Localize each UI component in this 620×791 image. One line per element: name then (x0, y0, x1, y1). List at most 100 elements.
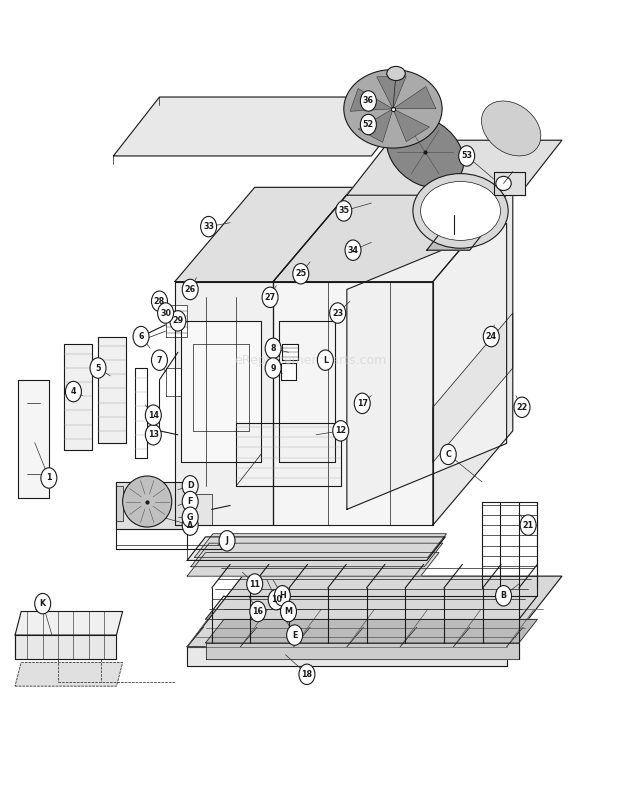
Polygon shape (113, 97, 417, 156)
Circle shape (440, 445, 456, 464)
Circle shape (333, 421, 348, 441)
Circle shape (299, 664, 315, 684)
Ellipse shape (123, 476, 172, 527)
Text: 36: 36 (363, 97, 374, 105)
Text: 34: 34 (348, 246, 358, 255)
Circle shape (265, 358, 281, 378)
Circle shape (182, 491, 198, 512)
Text: 30: 30 (160, 308, 171, 317)
Text: J: J (226, 536, 229, 545)
Text: M: M (285, 607, 293, 616)
Text: 5: 5 (95, 364, 101, 373)
Polygon shape (187, 647, 507, 667)
Text: 21: 21 (523, 520, 534, 530)
Polygon shape (98, 337, 126, 443)
Text: 6: 6 (138, 332, 144, 341)
Text: C: C (445, 450, 451, 459)
Polygon shape (175, 187, 353, 282)
Circle shape (286, 625, 303, 645)
Polygon shape (135, 368, 147, 458)
Polygon shape (427, 234, 482, 250)
Polygon shape (175, 282, 273, 525)
Ellipse shape (496, 176, 511, 191)
Circle shape (90, 358, 106, 378)
Polygon shape (279, 321, 335, 462)
Text: 11: 11 (249, 580, 260, 589)
Circle shape (151, 350, 167, 370)
Polygon shape (64, 344, 92, 451)
Circle shape (182, 515, 198, 536)
Polygon shape (393, 109, 430, 142)
Circle shape (145, 405, 161, 426)
Polygon shape (377, 76, 406, 109)
Polygon shape (358, 109, 393, 142)
Text: 24: 24 (485, 332, 497, 341)
Polygon shape (273, 282, 433, 525)
Polygon shape (18, 380, 49, 498)
Circle shape (336, 201, 352, 221)
Text: 53: 53 (461, 151, 472, 161)
Circle shape (157, 303, 174, 324)
Text: H: H (279, 592, 286, 600)
Text: 52: 52 (363, 120, 374, 129)
Circle shape (133, 327, 149, 346)
Polygon shape (494, 172, 525, 195)
Circle shape (317, 350, 334, 370)
Text: 9: 9 (270, 364, 276, 373)
Text: 10: 10 (271, 595, 281, 604)
Text: 16: 16 (252, 607, 264, 616)
Polygon shape (117, 486, 123, 521)
Ellipse shape (387, 66, 405, 81)
Text: 7: 7 (157, 356, 162, 365)
Polygon shape (191, 543, 443, 566)
Circle shape (170, 311, 186, 331)
Polygon shape (273, 187, 513, 282)
Polygon shape (187, 537, 445, 561)
Polygon shape (206, 643, 519, 659)
Text: 25: 25 (295, 269, 306, 278)
Circle shape (330, 303, 345, 324)
Polygon shape (433, 187, 513, 525)
Ellipse shape (344, 70, 442, 148)
Circle shape (250, 601, 266, 622)
Text: 17: 17 (356, 399, 368, 408)
Polygon shape (166, 368, 181, 396)
Circle shape (280, 601, 296, 622)
Circle shape (41, 467, 57, 488)
Circle shape (265, 339, 281, 358)
Polygon shape (15, 663, 123, 686)
Ellipse shape (420, 181, 500, 240)
Circle shape (201, 217, 216, 237)
Text: 29: 29 (172, 316, 184, 325)
Text: 35: 35 (339, 206, 349, 215)
Circle shape (520, 515, 536, 536)
Circle shape (495, 585, 512, 606)
Text: 1: 1 (46, 474, 51, 483)
Circle shape (182, 475, 198, 496)
Text: 8: 8 (270, 344, 276, 353)
Text: 27: 27 (265, 293, 276, 302)
Text: 13: 13 (148, 430, 159, 439)
Circle shape (151, 291, 167, 312)
Ellipse shape (482, 101, 541, 156)
Polygon shape (206, 619, 538, 643)
Text: A: A (187, 520, 193, 530)
Circle shape (262, 287, 278, 308)
Circle shape (268, 589, 284, 610)
Polygon shape (282, 344, 298, 360)
Text: L: L (323, 356, 328, 365)
Polygon shape (117, 482, 187, 529)
Polygon shape (433, 313, 513, 462)
Polygon shape (15, 611, 123, 635)
Polygon shape (187, 576, 562, 647)
Text: 18: 18 (301, 670, 312, 679)
Text: 12: 12 (335, 426, 347, 435)
Text: 4: 4 (71, 387, 76, 396)
Polygon shape (347, 224, 507, 509)
Circle shape (182, 279, 198, 300)
Circle shape (66, 381, 81, 402)
Text: F: F (187, 497, 193, 506)
Circle shape (35, 593, 51, 614)
Text: 28: 28 (154, 297, 165, 306)
Polygon shape (187, 553, 439, 576)
